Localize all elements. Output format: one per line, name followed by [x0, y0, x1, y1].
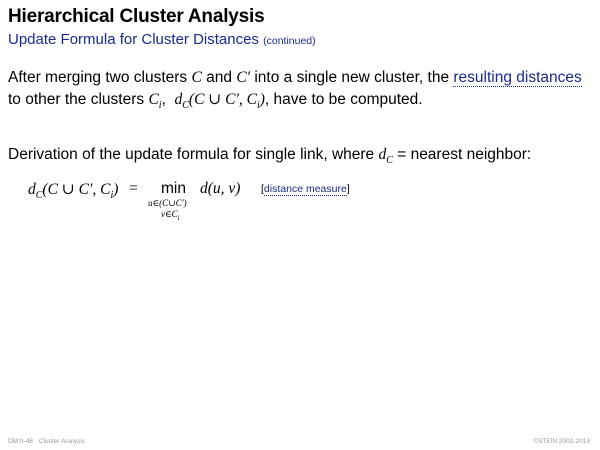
formula-min: min: [161, 180, 186, 197]
var-ci-subscript: i: [158, 100, 162, 112]
expr-subscript-c: C: [182, 100, 189, 112]
resulting-distances-link[interactable]: resulting distances: [453, 69, 582, 87]
derivation-paragraph: Derivation of the update formula for sin…: [8, 144, 592, 172]
derivation-text-b: = nearest neighbor:: [392, 146, 532, 163]
var-ci-base: C: [148, 91, 159, 108]
formula-min-subscript-2: v∈Ci: [161, 209, 180, 222]
formula-lhs-args-subscript: i: [110, 190, 114, 202]
formula-rhs: d(u, v): [200, 180, 241, 197]
formula-lhs: dC(C ∪ C′, Ci): [28, 180, 118, 201]
ref-open-bracket: [: [261, 183, 264, 195]
intro-text-a: After merging two clusters: [8, 69, 192, 86]
formula-lhs-d: d: [28, 181, 36, 198]
distance-measure-link[interactable]: distance measure: [263, 183, 347, 196]
var-d-subscript: C: [386, 155, 393, 167]
footer-left: DM:II-48 Cluster Analysis: [8, 438, 85, 445]
formula-lhs-args: (C ∪ C′, C: [42, 181, 111, 198]
intro-text-d: , have to be computed.: [264, 91, 423, 108]
intro-text-b: into a single new cluster, the: [250, 69, 454, 86]
footer-section: Cluster Analysis: [38, 438, 86, 445]
var-d-base: d: [378, 146, 387, 163]
footer-copyright: ©STEIN 2002-2018: [533, 438, 590, 445]
page-title: Hierarchical Cluster Analysis: [8, 6, 265, 27]
page-subtitle: Update Formula for Cluster Distances (co…: [8, 31, 316, 48]
subtitle-note: (continued): [263, 35, 316, 47]
distance-expression: dC(C ∪ C′, Ci): [174, 91, 265, 112]
ref-close-bracket: ]: [346, 183, 350, 195]
formula-lhs-close: ): [113, 181, 119, 198]
var-c-prime: C′: [236, 69, 251, 86]
formula-equals: =: [129, 180, 138, 197]
intro-text-and: and: [201, 69, 237, 86]
footer-page: DM:II-48: [8, 438, 33, 445]
formula-sub2-i: i: [177, 213, 180, 222]
var-d-c: dC: [378, 146, 393, 167]
subtitle-text: Update Formula for Cluster Distances: [8, 31, 259, 48]
formula-sub2-v: v∈C: [161, 209, 178, 219]
formula-lhs-subscript: C: [35, 190, 43, 202]
update-formula: dC(C ∪ C′, Ci) = min u∈(C∪C′) v∈Ci d(u, …: [28, 178, 588, 228]
intro-paragraph: After merging two clusters C and C′ into…: [8, 69, 582, 112]
intro-text-c: to other the clusters: [8, 91, 149, 108]
var-c: C: [191, 69, 202, 86]
formula-min-subscript-1: u∈(C∪C′): [148, 198, 187, 208]
distance-measure-reference: [distance measure]: [261, 183, 350, 196]
var-ci: Ci: [148, 91, 162, 112]
derivation-text-a: Derivation of the update formula for sin…: [8, 146, 379, 163]
